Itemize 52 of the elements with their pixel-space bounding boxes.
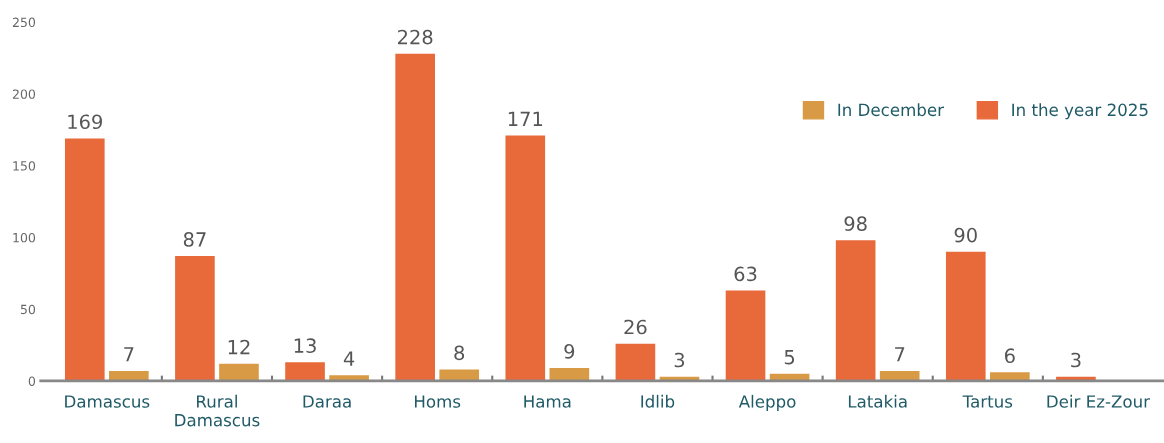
data-label: 8 (454, 345, 465, 361)
bar (835, 240, 876, 381)
y-tick-label: 50 (20, 304, 36, 315)
x-tick-label: Latakia (848, 394, 907, 408)
x-tick-label: Tartus (962, 395, 1013, 408)
data-label: 87 (183, 232, 206, 247)
data-label: 3 (674, 352, 685, 368)
data-label: 169 (68, 114, 102, 130)
y-tick-label: 250 (12, 17, 36, 28)
bar (990, 372, 1030, 381)
bar (395, 53, 435, 381)
bar (109, 370, 149, 381)
x-tick-label: Damascus (65, 395, 150, 408)
y-tick-label: 100 (13, 232, 36, 243)
bar (725, 290, 766, 381)
data-label: 7 (124, 347, 134, 362)
data-label: 5 (784, 350, 795, 365)
x-tick-label: Hama (524, 395, 571, 408)
data-label: 26 (624, 319, 647, 335)
x-tick-label: Homs (415, 395, 461, 408)
x-tick-label: Idlib (641, 394, 675, 408)
y-tick-label: 0 (28, 376, 36, 386)
data-label: 12 (228, 339, 250, 355)
bar (219, 363, 259, 381)
data-label: 228 (398, 29, 433, 45)
bar (945, 251, 986, 381)
data-label: 171 (508, 111, 543, 126)
data-label: 98 (844, 216, 867, 231)
data-label: 90 (954, 227, 977, 243)
bar (615, 343, 656, 381)
data-label: 63 (734, 266, 757, 282)
data-label: 3 (1071, 352, 1081, 368)
legend-label: In the year 2025 (1012, 103, 1148, 120)
data-label: 7 (895, 347, 905, 362)
bar (285, 362, 325, 381)
bar (439, 369, 480, 381)
bar (175, 256, 215, 381)
bar (879, 370, 920, 381)
bar (64, 138, 105, 381)
x-tick-label: Aleppo (738, 394, 796, 411)
data-label: 4 (343, 351, 355, 366)
data-label: 6 (1005, 348, 1015, 364)
y-tick-label: 150 (13, 161, 36, 171)
bar (505, 135, 546, 381)
x-tick-label: Daraa (303, 395, 351, 408)
data-label: 13 (294, 338, 316, 353)
x-tick-label: Deir Ez-Zour (1047, 394, 1151, 408)
legend-label: In December (838, 103, 945, 117)
y-tick-label: 200 (12, 89, 36, 99)
bar (549, 368, 590, 381)
data-label: 9 (564, 344, 575, 359)
x-tick-label: Rural Damascus (175, 394, 260, 427)
